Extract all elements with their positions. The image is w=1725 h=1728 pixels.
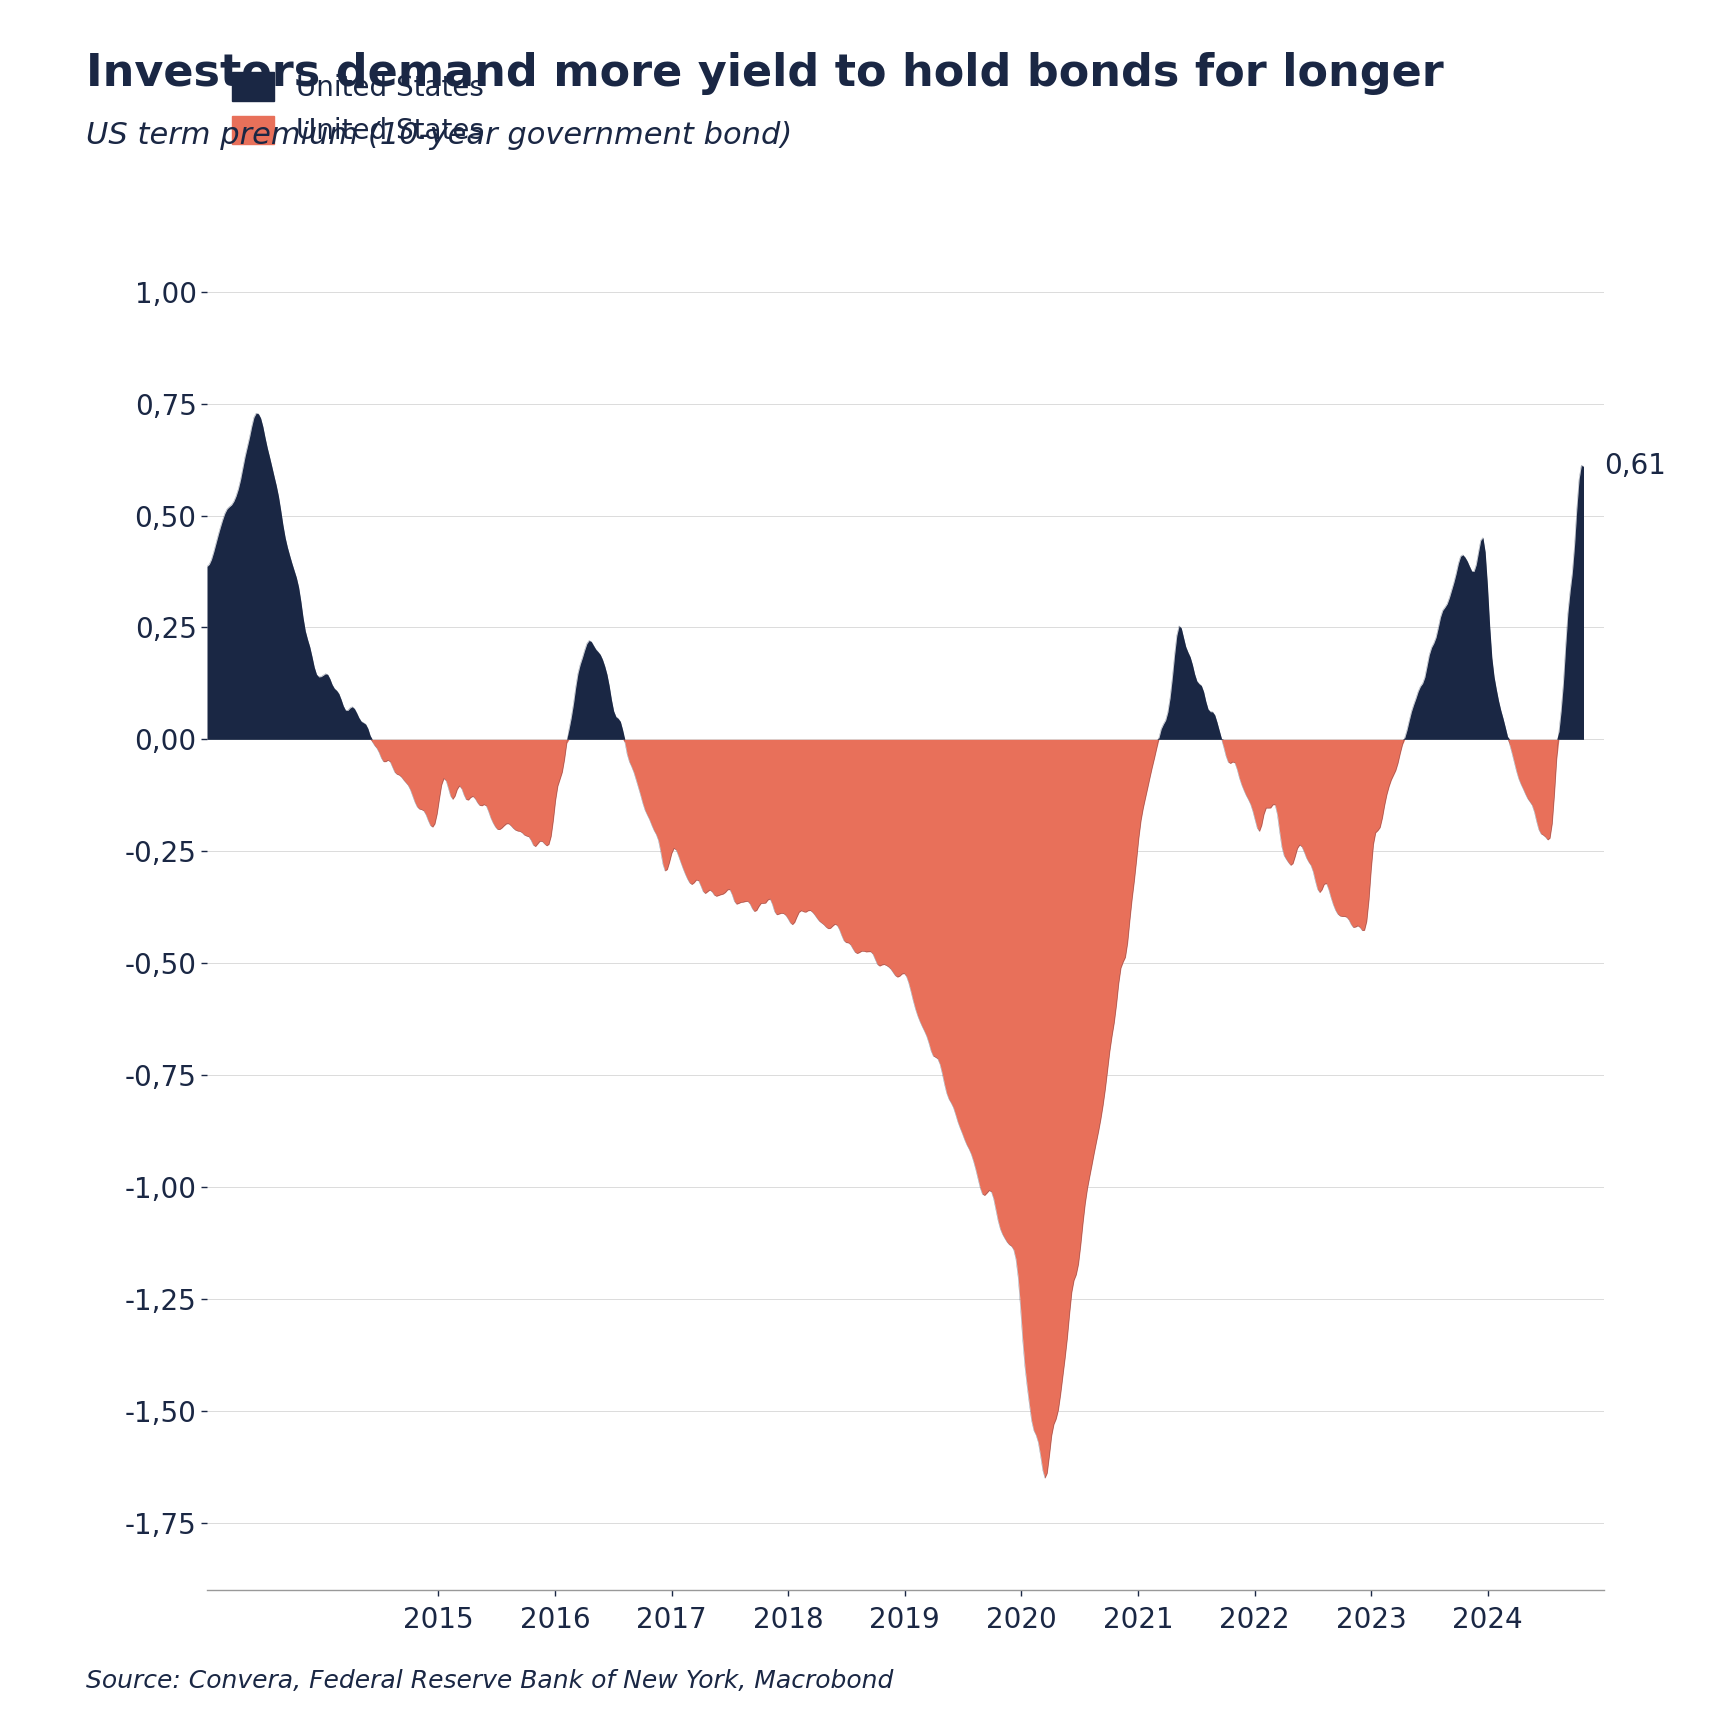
Text: US term premium (10-year government bond): US term premium (10-year government bond… bbox=[86, 121, 792, 150]
Legend: United States, United States: United States, United States bbox=[221, 60, 495, 157]
Text: Source: Convera, Federal Reserve Bank of New York, Macrobond: Source: Convera, Federal Reserve Bank of… bbox=[86, 1669, 894, 1693]
Text: Investors demand more yield to hold bonds for longer: Investors demand more yield to hold bond… bbox=[86, 52, 1444, 95]
Text: 0,61: 0,61 bbox=[1604, 453, 1666, 480]
